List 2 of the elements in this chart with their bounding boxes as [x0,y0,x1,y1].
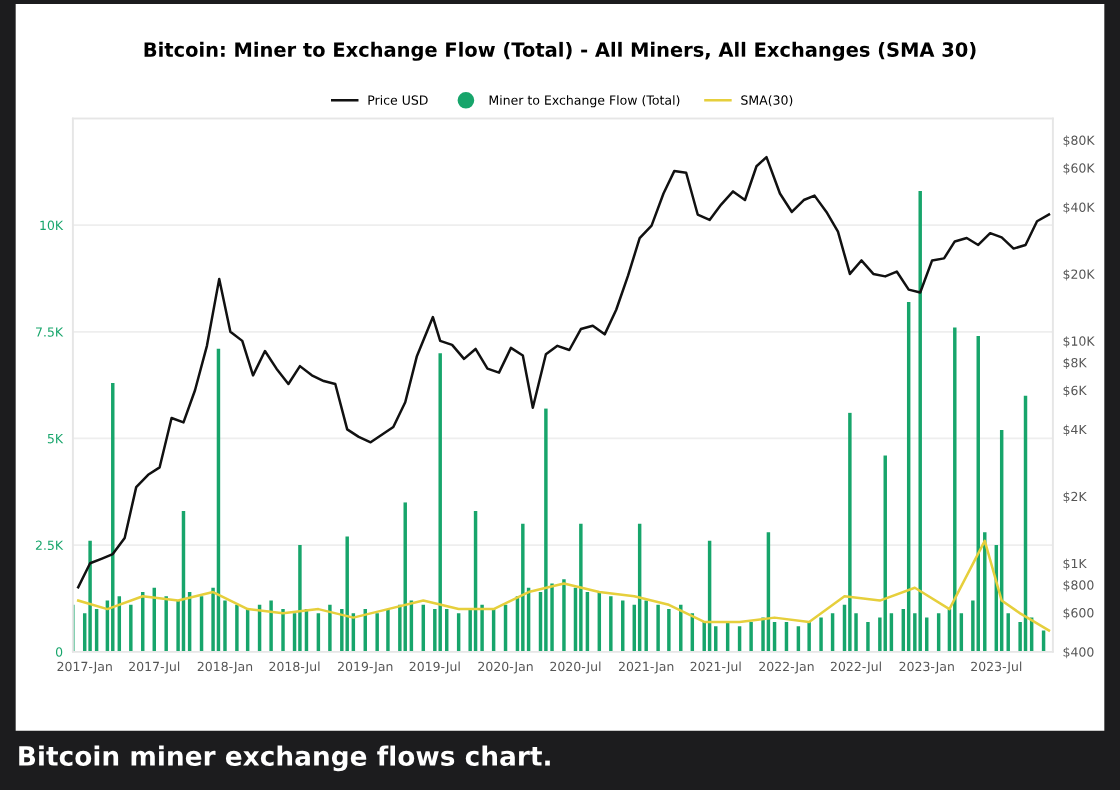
text: Bitcoin miner exchange flows chart. [19,745,550,772]
chart-title: Bitcoin: Miner to Exchange Flow (Total) - All Miners, All Exchanges (SMA 30) [144,41,976,61]
